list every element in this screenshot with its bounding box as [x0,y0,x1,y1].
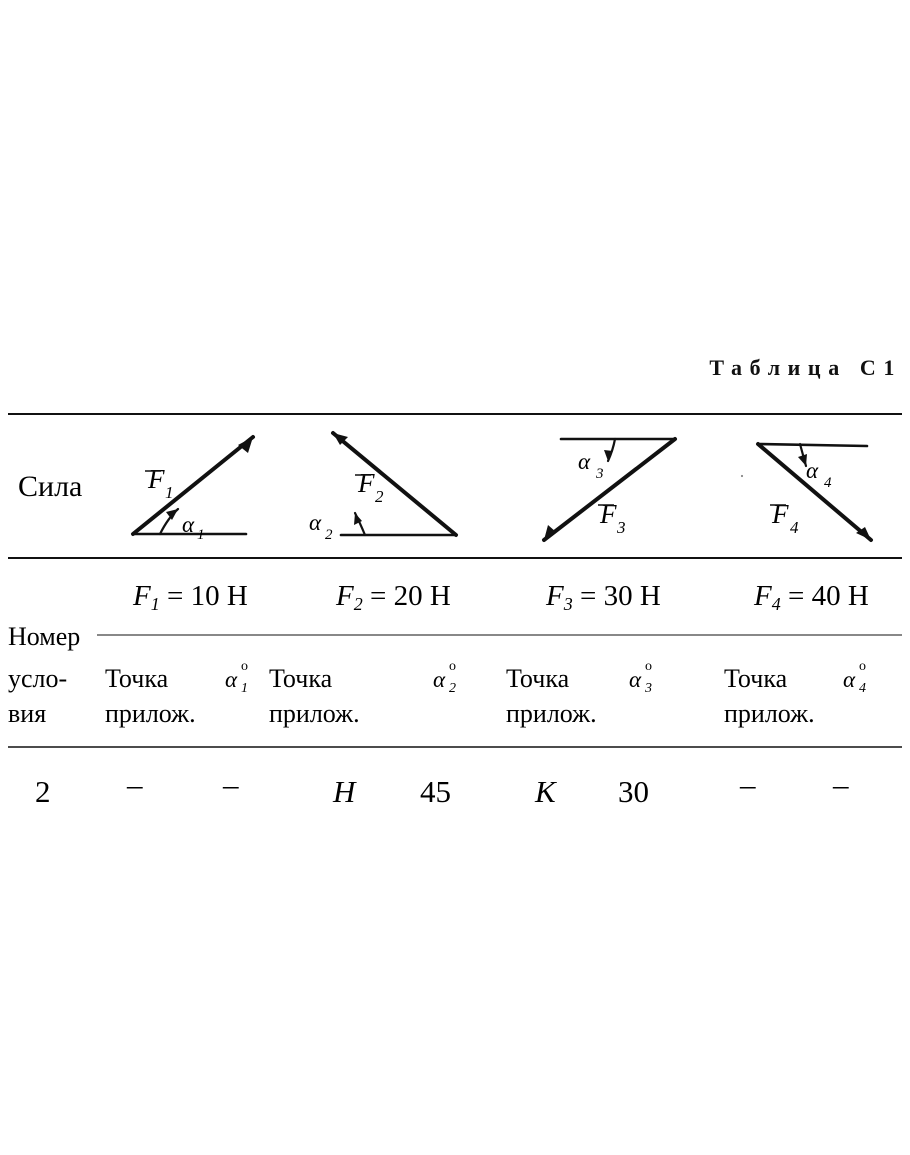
svg-text:–: – [739,767,756,802]
svg-text:F2 = 20 Н: F2 = 20 Н [335,580,451,614]
svg-text:α: α [629,667,642,692]
svg-text:прилож.: прилож. [724,699,815,728]
svg-text:прилож.: прилож. [269,699,360,728]
svg-text:o: o [449,659,456,674]
svg-text:Номер: Номер [8,622,80,651]
svg-text:H: H [332,774,357,809]
svg-text:вия: вия [8,699,46,728]
svg-text:4: 4 [859,681,866,696]
svg-text:усло-: усло- [8,664,67,693]
svg-text:прилож.: прилож. [506,699,597,728]
svg-text:Точка: Точка [269,664,333,693]
svg-text:o: o [859,659,866,674]
svg-text:o: o [645,659,652,674]
svg-text:α: α [843,667,856,692]
svg-text:2: 2 [35,774,51,809]
svg-text:прилож.: прилож. [105,699,196,728]
svg-text:Точка: Точка [724,664,788,693]
svg-text:3: 3 [644,681,652,696]
svg-text:–: – [222,767,239,802]
svg-text:1: 1 [241,681,248,696]
svg-text:2: 2 [449,681,456,696]
svg-text:30: 30 [618,774,649,809]
svg-text:Точка: Точка [105,664,169,693]
svg-text:F3 = 30 Н: F3 = 30 Н [545,580,661,614]
svg-text:–: – [126,767,143,802]
svg-text:45: 45 [420,774,451,809]
svg-text:F4 = 40 Н: F4 = 40 Н [753,580,869,614]
svg-text:α: α [433,667,446,692]
svg-text:α: α [225,667,238,692]
svg-text:K: K [534,774,558,809]
svg-text:o: o [241,659,248,674]
svg-text:–: – [832,767,849,802]
svg-text:F1 = 10 Н: F1 = 10 Н [132,580,248,614]
svg-text:Точка: Точка [506,664,570,693]
